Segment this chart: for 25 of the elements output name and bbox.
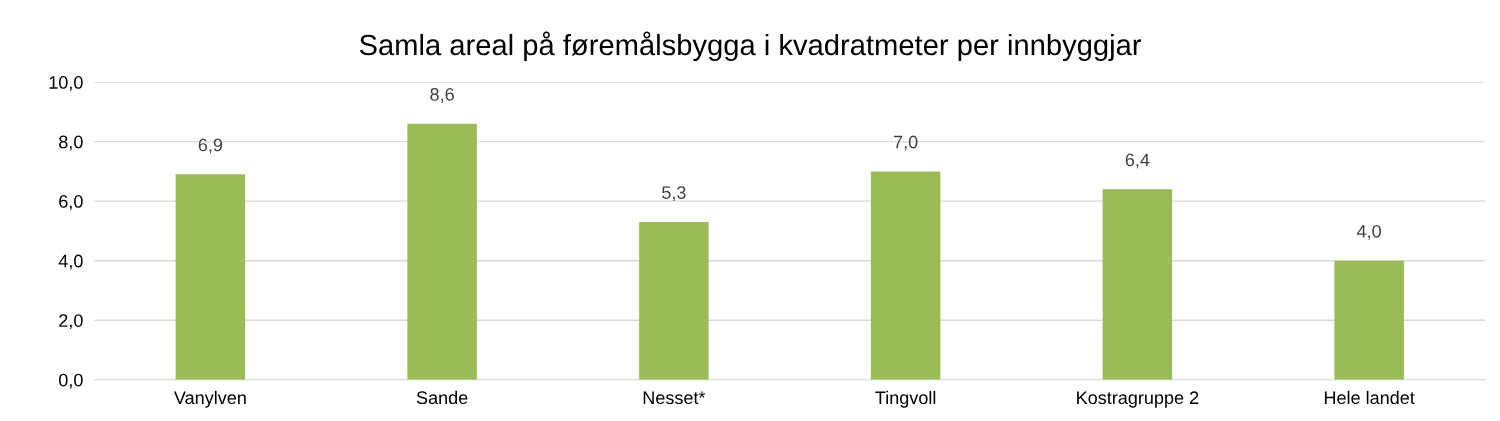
bar xyxy=(870,171,941,380)
x-tick-label: Vanylven xyxy=(173,390,246,408)
x-tick-label: Sande xyxy=(416,390,468,405)
y-tick-label: 4,0 xyxy=(58,254,83,270)
y-tick-label: 8,0 xyxy=(59,135,83,151)
bar xyxy=(1102,189,1173,380)
x-tick-label: Kostragruppe 2 xyxy=(1077,391,1199,408)
bar xyxy=(639,221,709,380)
chart-title: Samla areal på føremålsbygga i kvadratmeter per innbyggjar xyxy=(359,31,1142,62)
y-tick-label: 2,0 xyxy=(59,314,83,330)
y-tick-label: 0,0 xyxy=(59,373,83,389)
bar xyxy=(407,123,477,380)
data-label: 6,9 xyxy=(198,138,223,154)
x-tick-label: Hele landet xyxy=(1324,390,1415,405)
data-label: 4,0 xyxy=(1356,224,1381,240)
data-label: 5,3 xyxy=(662,186,686,202)
data-label: 6,4 xyxy=(1125,153,1150,169)
data-label: 8,6 xyxy=(430,87,454,103)
x-tick-label: Nesset* xyxy=(643,391,706,405)
bar xyxy=(175,174,246,380)
bar xyxy=(1334,260,1404,380)
y-tick-label: 6,0 xyxy=(59,195,83,211)
y-tick-label: 10,0 xyxy=(49,76,83,91)
data-label: 7,0 xyxy=(894,135,918,151)
x-tick-label: Tingvoll xyxy=(875,390,936,408)
